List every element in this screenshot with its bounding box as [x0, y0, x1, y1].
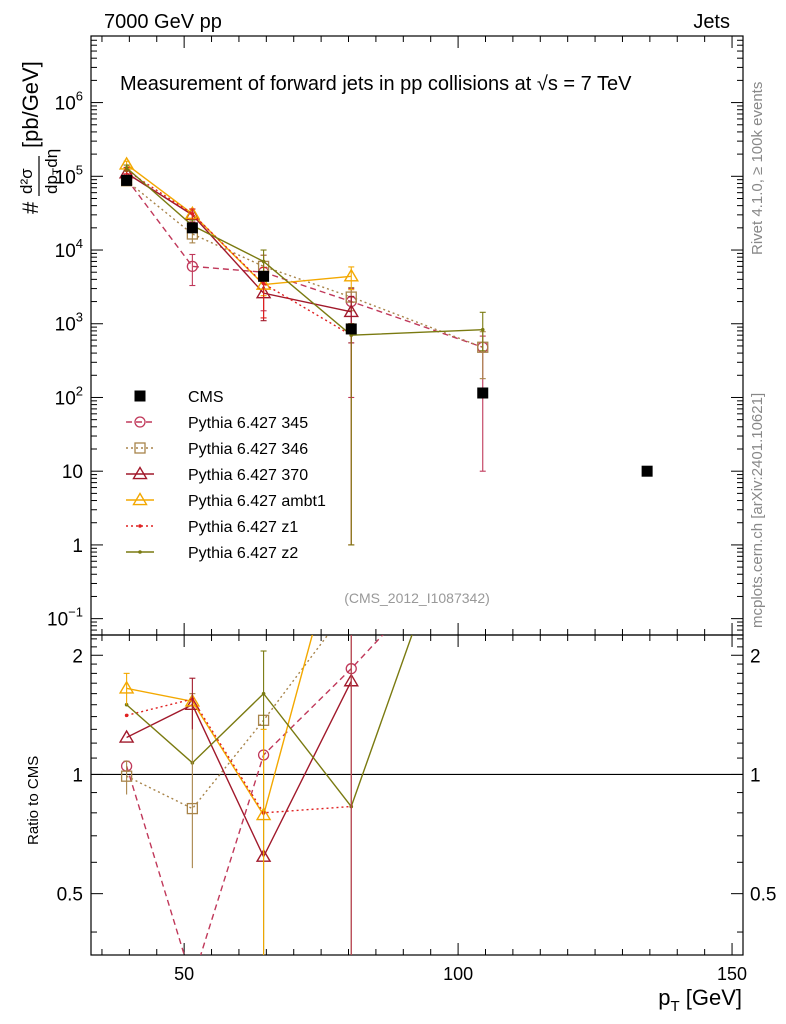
cms-point	[345, 323, 357, 335]
legend-label-345: Pythia 6.427 345	[188, 415, 308, 432]
y-tick-label-exponent: −1	[68, 605, 83, 620]
legend: CMS Pythia 6.427 345 Pythia 6.427 346 Pythi…	[126, 389, 326, 562]
y-tick-label-exponent: 5	[76, 162, 83, 177]
ratio-y-tick-label-right: 0.5	[750, 885, 776, 906]
legend-marker-370	[132, 466, 148, 480]
legend-marker-z1	[138, 524, 142, 528]
plot-title: Measurement of forward jets in pp collis…	[120, 73, 632, 95]
top-y-axis-label: # d²σ dpTdη [pb/GeV]	[17, 61, 64, 214]
x-tick-label: 50	[174, 964, 194, 984]
y-tick-label: 102	[55, 383, 83, 409]
main-panel-ticks	[91, 35, 743, 636]
ratio-panel-tick-labels: 50 100 150 0.5 0.5 1 1 2 2	[57, 646, 777, 984]
y-tick-label-base: 10	[47, 610, 68, 631]
legend-label-346: Pythia 6.427 346	[188, 441, 308, 458]
y-tick-label-base: 10	[55, 315, 76, 336]
bottom-y-axis-label: Ratio to CMS	[25, 756, 42, 845]
y-tick-label: 106	[55, 89, 83, 115]
ratio-y-tick-label: 1	[72, 765, 83, 786]
plot-title-main: Measurement of forward jets in pp collis…	[120, 73, 537, 95]
y-tick-label: 10−1	[47, 605, 83, 631]
ratio-line-z2	[126, 635, 413, 808]
point-345	[186, 260, 199, 273]
legend-marker-z2	[138, 550, 142, 554]
top-y-axis-label-denominator: dpTdη	[42, 149, 64, 194]
top-y-axis-label-numerator: d²σ	[17, 168, 36, 194]
ratio-line-370	[126, 680, 352, 859]
y-tick-label-base: 10	[55, 388, 76, 409]
legend-label-CMS: CMS	[188, 389, 224, 406]
point-z2	[124, 166, 129, 170]
top-y-axis-label-unit: [pb/GeV]	[18, 61, 43, 148]
series-line-ambt1	[126, 163, 352, 286]
y-tick-label-exponent: 2	[76, 383, 83, 398]
ratio-point-345	[478, 523, 488, 533]
cms-point	[121, 174, 133, 186]
legend-label-ambt1: Pythia 6.427 ambt1	[188, 493, 326, 510]
point-z2	[480, 327, 485, 332]
y-tick-label-exponent: 6	[76, 89, 83, 104]
beam-label: 7000 GeV pp	[104, 11, 222, 33]
ratio-point-346	[478, 523, 488, 533]
plot-title-sqrt: √s	[537, 73, 558, 95]
cms-point	[477, 387, 489, 399]
legend-marker-345	[134, 416, 146, 428]
ratio-y-tick-label-right: 2	[750, 646, 761, 667]
y-tick-label: 104	[55, 236, 83, 262]
legend-marker-ambt1	[132, 492, 148, 506]
ratio-y-tick-label: 0.5	[57, 885, 83, 906]
ratio-y-tick-label: 2	[72, 646, 83, 667]
ratio-point-z1	[124, 713, 129, 718]
legend-marker-346	[134, 442, 146, 454]
cms-point	[186, 222, 198, 234]
point-z1	[261, 281, 266, 286]
y-tick-label-base: 10	[55, 167, 76, 188]
y-tick-label: 1	[72, 536, 83, 557]
series-line-346	[126, 180, 483, 348]
ratio-line-z1	[126, 698, 352, 814]
legend-label-z1: Pythia 6.427 z1	[188, 519, 298, 536]
point-ambt1	[343, 268, 359, 282]
y-tick-label: 105	[55, 162, 83, 188]
ratio-y-tick-label-right: 1	[750, 765, 761, 786]
y-tick-label-exponent: 4	[76, 236, 83, 251]
x-axis-label: pT [GeV]	[658, 985, 742, 1015]
mcplots-label: mcplots.cern.ch [arXiv:2401.10621]	[749, 393, 766, 628]
ratio-panel-ticks	[91, 635, 743, 955]
legend-marker-CMS	[134, 390, 146, 402]
ratio-panel: 50 100 150 0.5 0.5 1 1 2 2	[57, 523, 777, 984]
plot-title-tail: = 7 TeV	[558, 73, 632, 95]
observable-label: Jets	[693, 11, 730, 33]
ratio-point-370	[118, 729, 135, 743]
y-tick-label-base: 10	[55, 241, 76, 262]
legend-label-z2: Pythia 6.427 z2	[188, 545, 298, 562]
cms-point	[641, 465, 653, 477]
y-tick-label: 103	[55, 310, 83, 336]
point-z1	[190, 212, 195, 216]
y-tick-label-base: 10	[62, 462, 83, 483]
y-tick-label-exponent: 3	[76, 310, 83, 325]
series-line-z2	[126, 167, 483, 336]
legend-label-370: Pythia 6.427 370	[188, 467, 308, 484]
cms-point	[258, 270, 270, 282]
y-tick-label-base: 1	[72, 536, 83, 557]
ratio-line-ambt1	[126, 635, 314, 817]
x-tick-label: 100	[443, 964, 473, 984]
point-370	[343, 303, 359, 318]
series-line-370	[126, 172, 352, 313]
y-tick-label: 10	[62, 462, 83, 483]
x-tick-label: 150	[717, 964, 747, 984]
analysis-id: (CMS_2012_I1087342)	[344, 590, 490, 606]
point-z2	[261, 259, 266, 264]
ratio-panel-series	[118, 523, 488, 955]
rivet-version-label: Rivet 4.1.0, ≥ 100k events	[749, 82, 766, 255]
ratio-panel-frame	[90, 634, 744, 956]
top-y-axis-label-prefix: #	[18, 201, 43, 214]
y-tick-label-base: 10	[55, 94, 76, 115]
main-panel-series	[118, 156, 653, 546]
ratio-line-346	[126, 635, 329, 810]
